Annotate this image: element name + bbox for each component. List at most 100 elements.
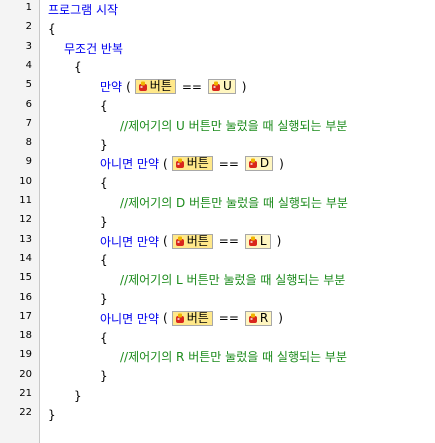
code-line[interactable]: 5 만약(버튼 == U) — [0, 77, 435, 96]
code-line[interactable]: 9 아니면 만약(버튼 == D) — [0, 154, 435, 173]
code-content: } — [48, 406, 56, 423]
keyword: 아니면 만약 — [100, 234, 160, 249]
punctuation: } — [100, 137, 108, 152]
code-content: { — [74, 59, 82, 76]
code-line[interactable]: 6{ — [0, 97, 435, 116]
code-line[interactable]: 22} — [0, 405, 435, 424]
code-content: 아니면 만약(버튼 == L) — [100, 233, 281, 250]
button-icon — [211, 81, 221, 92]
code-content: } — [100, 368, 108, 385]
punctuation: } — [74, 388, 82, 403]
code-content: 무조건 반복 — [64, 40, 123, 57]
punctuation: ( — [126, 79, 131, 94]
line-number: 19 — [19, 349, 32, 361]
variable-token[interactable]: 버튼 — [171, 156, 213, 172]
code-line[interactable]: 20} — [0, 367, 435, 386]
code-line[interactable]: 8} — [0, 135, 435, 154]
code-line[interactable]: 2{ — [0, 19, 435, 38]
code-content: //제어기의 D 버튼만 눌렀을 때 실행되는 부분 — [120, 194, 348, 211]
code-content: { — [100, 329, 108, 346]
line-number: 10 — [19, 175, 32, 187]
line-number-gutter — [0, 0, 40, 443]
value-token[interactable]: R — [244, 310, 273, 326]
code-line[interactable]: 15 //제어기의 L 버튼만 눌렀을 때 실행되는 부분 — [0, 270, 435, 289]
punctuation: { — [100, 253, 108, 268]
value-token[interactable]: U — [207, 79, 236, 95]
button-icon — [248, 236, 258, 247]
keyword: 만약 — [100, 80, 123, 95]
comment: //제어기의 D 버튼만 눌렀을 때 실행되는 부분 — [120, 196, 348, 210]
button-icon — [248, 313, 258, 324]
line-number: 1 — [25, 2, 32, 13]
code-content: { — [100, 175, 108, 192]
code-content: } — [100, 291, 108, 308]
code-content: 만약(버튼 == U) — [100, 78, 246, 95]
token-label: 버튼 — [186, 233, 209, 248]
code-content: 프로그램 시작 — [48, 1, 118, 18]
code-line[interactable]: 14 { — [0, 251, 435, 270]
code-line[interactable]: 17 아니면 만약(버튼 == R) — [0, 309, 435, 328]
line-number: 14 — [19, 252, 32, 264]
token-label: D — [259, 156, 270, 171]
comment: //제어기의 U 버튼만 눌렀을 때 실행되는 부분 — [120, 118, 348, 133]
operator: == — [218, 234, 239, 249]
code-line[interactable]: 7 //제어기의 U 버튼만 눌렀을 때 실행되는 부분 — [0, 116, 435, 135]
code-line[interactable]: 13 아니면 만약(버튼 == L) — [0, 232, 435, 251]
token-label: 버튼 — [186, 310, 209, 325]
button-icon — [175, 313, 185, 324]
line-number: 18 — [19, 330, 32, 342]
comment: //제어기의 L 버튼만 눌렀을 때 실행되는 부분 — [120, 273, 346, 288]
punctuation: { — [48, 21, 56, 36]
line-number: 2 — [25, 21, 32, 33]
line-number: 11 — [19, 195, 32, 206]
line-number: 17 — [19, 310, 32, 322]
code-line[interactable]: 12} — [0, 212, 435, 231]
code-content: 아니면 만약(버튼 == D) — [100, 155, 284, 172]
code-line[interactable]: 21} — [0, 386, 435, 405]
punctuation: } — [48, 407, 56, 422]
code-line[interactable]: 1 프로그램 시작 — [0, 0, 435, 19]
operator: == — [218, 311, 239, 326]
code-line[interactable]: 4{ — [0, 58, 435, 77]
variable-token[interactable]: 버튼 — [171, 233, 213, 249]
line-number: 15 — [19, 272, 32, 284]
line-number: 20 — [19, 368, 32, 380]
token-label: L — [259, 233, 267, 248]
punctuation: ( — [163, 234, 168, 249]
line-number: 6 — [25, 98, 32, 110]
line-number: 16 — [19, 291, 32, 303]
punctuation: ) — [241, 79, 247, 94]
button-icon — [248, 158, 258, 169]
code-line[interactable]: 19 //제어기의 R 버튼만 눌렀을 때 실행되는 부분 — [0, 347, 435, 366]
line-number: 5 — [25, 79, 32, 91]
code-line[interactable]: 10 { — [0, 174, 435, 193]
keyword: 무조건 반복 — [64, 41, 124, 56]
code-line[interactable]: 11 //제어기의 D 버튼만 눌렀을 때 실행되는 부분 — [0, 193, 435, 212]
code-line[interactable]: 16} — [0, 290, 435, 309]
punctuation: { — [100, 176, 108, 191]
value-token[interactable]: D — [244, 156, 274, 172]
variable-token[interactable]: 버튼 — [171, 310, 213, 326]
variable-token[interactable]: 버튼 — [134, 79, 176, 95]
token-label: R — [259, 310, 269, 325]
line-number: 7 — [25, 117, 32, 129]
operator: == — [181, 79, 202, 94]
code-content: { — [100, 252, 108, 269]
code-line[interactable]: 3 무조건 반복 — [0, 39, 435, 58]
code-line[interactable]: 18 { — [0, 328, 435, 347]
line-number: 8 — [25, 137, 32, 149]
comment: //제어기의 R 버튼만 눌렀을 때 실행되는 부분 — [120, 350, 347, 365]
code-content: //제어기의 R 버튼만 눌렀을 때 실행되는 부분 — [120, 348, 347, 365]
code-content: } — [74, 387, 82, 404]
code-content: { — [48, 20, 56, 37]
value-token[interactable]: L — [244, 233, 271, 249]
line-number: 3 — [25, 40, 32, 52]
punctuation: ) — [279, 156, 284, 171]
keyword: 프로그램 시작 — [48, 3, 119, 17]
button-icon — [175, 158, 185, 169]
button-icon — [175, 236, 185, 247]
punctuation: { — [74, 60, 82, 75]
line-number: 4 — [25, 59, 32, 71]
punctuation: { — [100, 330, 108, 345]
